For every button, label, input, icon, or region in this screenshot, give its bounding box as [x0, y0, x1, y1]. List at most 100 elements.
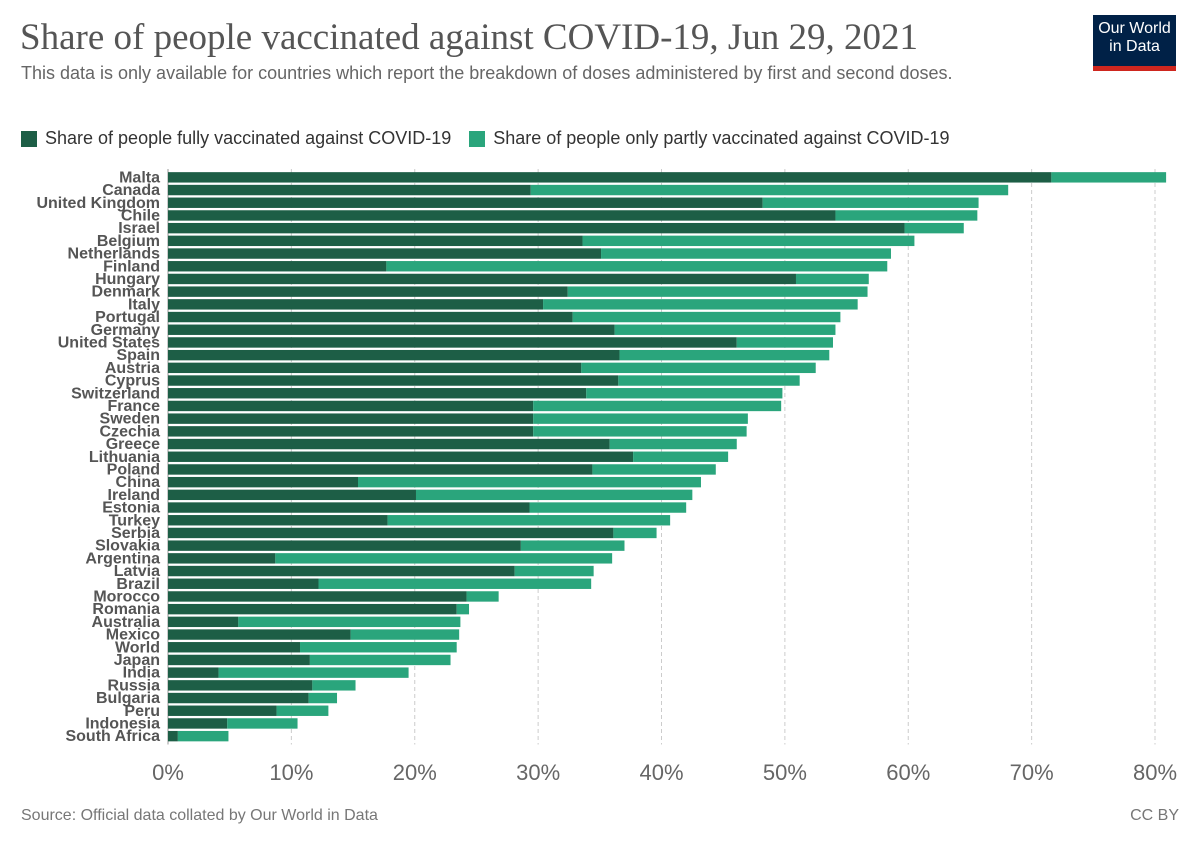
bar-partly: [904, 222, 964, 234]
chart-title: Share of people vaccinated against COVID…: [20, 17, 919, 58]
bar-fully: [168, 413, 534, 424]
bar-fully: [168, 197, 763, 208]
bar-partly: [601, 248, 891, 259]
category-label: United States: [58, 334, 160, 351]
bar-partly: [530, 184, 1009, 196]
bar-partly: [177, 730, 229, 742]
category-label: Greece: [106, 436, 160, 453]
bar-partly: [276, 705, 329, 716]
category-label: Israel: [118, 220, 160, 237]
category-label: Canada: [102, 182, 160, 199]
bar-partly: [795, 273, 869, 285]
bar-fully: [168, 667, 219, 678]
category-label: Italy: [128, 296, 160, 313]
category-label: United Kingdom: [36, 195, 160, 212]
category-label: Switzerland: [71, 385, 160, 402]
x-tick-label: 60%: [886, 760, 930, 785]
category-label: Indonesia: [85, 715, 160, 732]
bar-fully: [168, 324, 615, 335]
category-label: Poland: [107, 461, 160, 478]
bar-partly: [308, 692, 338, 704]
bar-partly: [609, 438, 737, 450]
bar-partly: [533, 400, 782, 412]
category-label: Ireland: [108, 487, 160, 504]
footer-license[interactable]: CC BY: [1130, 807, 1179, 824]
bar-partly: [350, 629, 460, 640]
x-tick-label: 70%: [1010, 760, 1054, 785]
logo-line-1: Our World: [1098, 20, 1171, 37]
bar-partly: [529, 502, 687, 513]
logo-line-2: in Data: [1109, 38, 1160, 55]
category-label: Estonia: [102, 500, 160, 517]
category-label: India: [123, 665, 160, 682]
bar-fully: [168, 464, 593, 475]
bar-partly: [633, 451, 729, 462]
bar-fully: [168, 553, 276, 564]
category-label: Latvia: [114, 563, 160, 580]
bar-partly: [309, 654, 451, 666]
bar-fully: [168, 337, 737, 348]
category-label: Netherlands: [68, 246, 161, 263]
bar-partly: [586, 388, 783, 399]
bar-partly: [567, 286, 868, 297]
legend-swatch-partly: [469, 130, 486, 147]
bar-fully: [168, 515, 388, 526]
bar-partly: [520, 540, 625, 551]
legend-label-partly: Share of people only partly vaccinated a…: [493, 128, 950, 148]
category-label: Denmark: [92, 284, 161, 301]
category-label: China: [116, 474, 161, 491]
category-label: World: [115, 639, 160, 656]
bar-chart: 0% 10% 20% 30% 40% 50% 60% 70% 80%MaltaCanadaUni…: [36, 169, 1177, 785]
bar-fully: [168, 299, 544, 310]
owid-logo[interactable]: Our World in Data: [1093, 15, 1176, 71]
bar-partly: [218, 667, 409, 678]
bar-partly: [614, 324, 836, 335]
bar-partly: [312, 680, 356, 691]
bar-partly: [543, 299, 858, 310]
category-label: Australia: [92, 614, 161, 631]
bar-fully: [168, 705, 277, 716]
bar-fully: [168, 591, 467, 602]
category-label: Finland: [103, 258, 160, 275]
chart-subtitle: This data is only available for countrie…: [21, 63, 953, 83]
legend-item-fully[interactable]: Share of people fully vaccinated against…: [21, 128, 451, 149]
bar-partly: [456, 603, 470, 615]
bar-fully: [168, 654, 310, 666]
bar-fully: [168, 184, 531, 196]
bar-partly: [533, 413, 748, 424]
bar-partly: [533, 426, 747, 437]
bar-partly: [300, 642, 457, 653]
bar-partly: [386, 261, 888, 272]
category-label: Peru: [124, 703, 160, 720]
bar-fully: [168, 273, 796, 285]
bar-fully: [168, 172, 1052, 183]
bar-fully: [168, 629, 351, 640]
category-label: Spain: [116, 347, 160, 364]
category-label: Cyprus: [105, 373, 160, 390]
bar-fully: [168, 248, 602, 259]
bar-fully: [168, 349, 620, 361]
bar-fully: [168, 692, 309, 704]
bar-partly: [357, 476, 701, 488]
bar-fully: [168, 210, 836, 221]
legend-item-partly[interactable]: Share of people only partly vaccinated a…: [469, 128, 950, 149]
category-label: Romania: [92, 601, 160, 618]
footer-source: Source: Official data collated by Our Wo…: [21, 807, 378, 824]
bar-fully: [168, 261, 387, 272]
bar-partly: [762, 197, 979, 208]
bar-partly: [275, 553, 613, 564]
bar-partly: [618, 375, 800, 386]
x-tick-label: 40%: [639, 760, 683, 785]
bar-partly: [613, 527, 657, 539]
category-label: Brazil: [116, 576, 160, 593]
category-label: Sweden: [100, 411, 160, 428]
category-label: Slovakia: [95, 538, 160, 555]
x-tick-label: 30%: [516, 760, 560, 785]
bar-partly: [318, 578, 592, 589]
bar-fully: [168, 476, 358, 488]
category-label: Chile: [121, 207, 160, 224]
bar-fully: [168, 603, 457, 615]
bar-partly: [238, 616, 461, 628]
bar-partly: [572, 311, 841, 323]
bar-fully: [168, 375, 619, 386]
